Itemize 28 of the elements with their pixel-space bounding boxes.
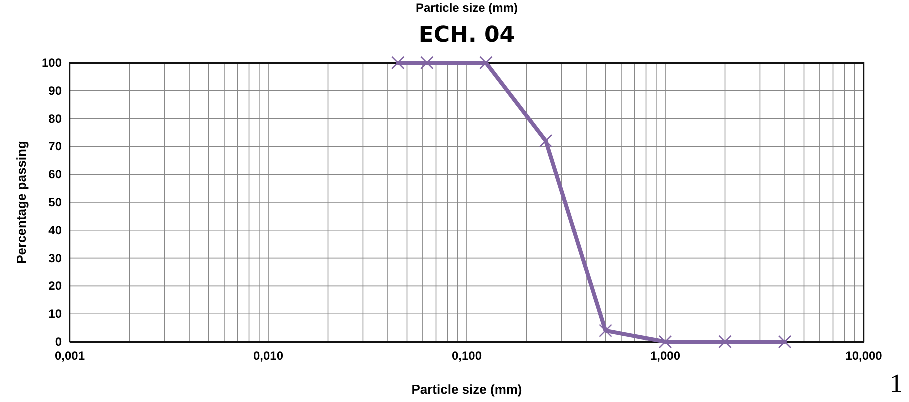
x-tick-label: 0,010 [253,349,284,363]
y-tick-label: 20 [48,279,62,294]
x-tick-label: 1,000 [650,349,681,363]
y-tick-label: 80 [48,112,62,126]
point [480,56,493,70]
y-tick-label: 70 [48,140,62,154]
y-tick-label: 90 [48,84,62,98]
y-tick-label: 10 [48,307,62,322]
text: 1 [890,369,903,398]
x-tick-label: 10,000 [846,349,883,363]
point [718,335,732,349]
y-tick-label: 30 [48,251,62,266]
point [658,335,672,349]
y-tick-label: 100 [42,56,62,70]
point [778,335,792,349]
y-tick-label: 60 [48,168,62,182]
y-axis-title: Percentage passing [14,141,29,264]
y-tick-label: 50 [48,196,62,210]
point [420,56,434,70]
x-tick-label: 0,001 [54,349,86,363]
x-tick-label: 0,100 [452,349,482,363]
x-axis-title: Particle size (mm) [412,382,522,397]
y-tick-label: 0 [55,335,62,349]
point [599,324,612,338]
text: Particle size (mm) [416,1,518,15]
y-tick-label: 40 [48,223,62,238]
point [539,134,553,148]
chart-title: ECH. 04 [418,23,516,48]
